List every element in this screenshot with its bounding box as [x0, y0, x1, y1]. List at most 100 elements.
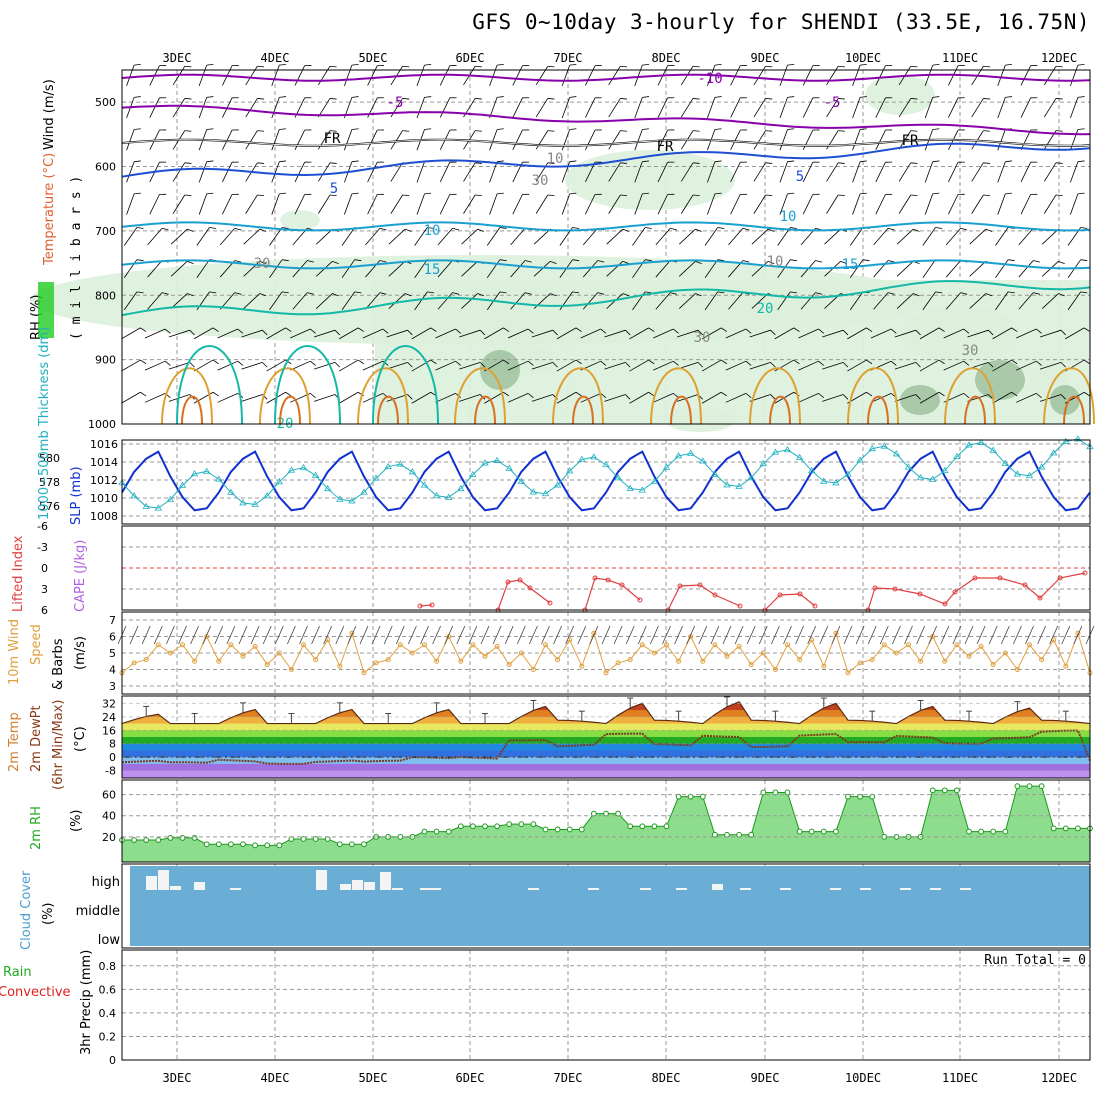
- thickness-point: [323, 484, 332, 492]
- wind-tick-label: 5: [109, 647, 116, 660]
- isotherm-label: 5: [330, 181, 338, 197]
- wind-barb: [559, 227, 580, 246]
- wind-barb: [774, 327, 800, 340]
- temp-axis-label: 2m Temp: [7, 712, 22, 772]
- wind-barb: [367, 97, 384, 118]
- wind-barb-staff: [121, 327, 141, 340]
- wind-barb-flag: [838, 194, 845, 197]
- wind-barb-staff: [604, 329, 626, 338]
- wind-barb: [292, 292, 314, 310]
- wind-barb-staff: [222, 162, 233, 183]
- wind-barb-flag: [455, 328, 461, 334]
- wind-barb: [1020, 65, 1038, 86]
- wind-barb-flag: [475, 130, 482, 132]
- wind-barb-staff: [924, 97, 934, 119]
- wind-barb: [875, 129, 893, 150]
- wind-barb-staff: [149, 194, 160, 215]
- rh-point: [1050, 825, 1057, 832]
- wind-barb: [992, 359, 1018, 372]
- thickness-series: [121, 438, 1091, 509]
- lifted-index-point: [997, 575, 1003, 581]
- wind-barb-10m: [795, 625, 804, 645]
- wind-barb-flag: [938, 391, 945, 397]
- wind-barb: [510, 292, 532, 310]
- wind-barb-flag: [765, 162, 773, 164]
- wind-barb-flag: [569, 160, 577, 163]
- wind-barb-flag: [740, 161, 747, 163]
- pressure-axis-label: ( m i l l i b a r s ): [69, 176, 84, 340]
- wind-barb-10m: [516, 625, 526, 645]
- wind-barb-10m: [1013, 625, 1022, 645]
- wind-barb: [367, 193, 384, 215]
- wind-barb-flag: [379, 260, 387, 263]
- wind-barb: [779, 63, 795, 86]
- wind-barb: [512, 97, 530, 118]
- wind-barb-flag: [938, 359, 945, 365]
- wind-barb-staff: [847, 327, 867, 340]
- wind-speed-point: [603, 670, 609, 676]
- wind-barb-flag: [742, 260, 750, 263]
- wind-barb: [632, 227, 652, 246]
- wind-barb-staff: [704, 227, 719, 246]
- thickness-tick-label: 578: [39, 476, 60, 489]
- wind-barb-flag: [838, 162, 845, 164]
- wind-barb-10m: [153, 625, 163, 645]
- wind-barb-staff: [126, 161, 135, 183]
- wind-speed-point: [252, 643, 258, 649]
- wind-barb-staff: [266, 327, 286, 340]
- wind-barb-flag: [642, 63, 650, 66]
- wind-barb: [749, 329, 776, 338]
- wind-barb-flag: [257, 130, 265, 132]
- wind-speed-point: [736, 643, 742, 649]
- wind-barb-staff: [679, 261, 696, 277]
- wind-barb-flag: [569, 63, 577, 66]
- wind-barb: [798, 328, 824, 339]
- wind-barb-staff: [1070, 129, 1079, 151]
- wind10m-axis-label: 10m Wind: [7, 619, 22, 685]
- wind-barb-flag: [983, 162, 991, 164]
- wind-barb-staff: [531, 361, 553, 370]
- wind-barb-staff: [414, 291, 428, 311]
- cloud-bar-high: [420, 888, 431, 890]
- lifted-index-point: [737, 603, 743, 609]
- wind-barb-staff: [196, 259, 210, 278]
- wind-barb-flag: [1008, 291, 1015, 294]
- wind-barb-flag: [382, 360, 389, 366]
- rh-point: [845, 793, 851, 800]
- wind-barb-staff: [870, 328, 892, 339]
- wind-barb: [704, 227, 725, 246]
- wind-barb-flag: [282, 227, 289, 229]
- wind-barb-10m: [964, 625, 974, 645]
- wind-barb: [196, 227, 217, 246]
- wind-barb-flag: [569, 128, 577, 130]
- wind-barb-staff: [802, 162, 814, 183]
- lifted-index-point: [797, 591, 803, 597]
- wind-barb-flag: [304, 97, 312, 99]
- wind-speed-point: [966, 653, 972, 659]
- wind-barb-10m: [589, 625, 599, 645]
- rh-point: [264, 842, 271, 849]
- isotherm-line: [121, 142, 1091, 178]
- wind-barb-flag: [915, 394, 921, 400]
- wind-barb-flag: [161, 227, 169, 231]
- wind-barb: [271, 63, 287, 86]
- wind-barb-staff: [898, 194, 912, 214]
- wind-barb-staff: [170, 293, 188, 309]
- wind-barb: [439, 193, 457, 215]
- wind-barb-flag: [285, 327, 292, 332]
- wind-barb-flag: [134, 128, 141, 130]
- wind-barb: [898, 130, 918, 150]
- wind-barb-flag: [136, 259, 144, 262]
- wind-barb: [847, 327, 873, 340]
- wind-barb-flag: [812, 161, 820, 163]
- isotherm-line: [121, 73, 1091, 82]
- rh-point: [554, 826, 561, 833]
- thickness-point: [541, 489, 550, 497]
- wind-barb-staff: [317, 66, 331, 86]
- wind-barb-flag: [262, 329, 268, 336]
- wind-barb-flag: [620, 98, 628, 100]
- wind-barb-staff: [241, 329, 263, 338]
- wind-barb: [144, 328, 171, 339]
- wind-barb-flag: [1030, 129, 1038, 131]
- cloud-bar-high: [146, 876, 157, 890]
